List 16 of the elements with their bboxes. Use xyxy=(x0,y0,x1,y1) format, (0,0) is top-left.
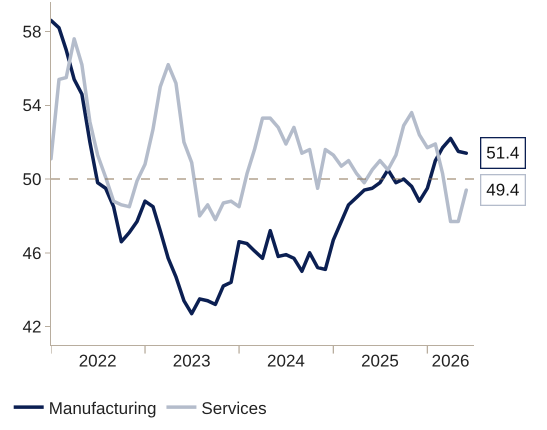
y-tick-label: 54 xyxy=(22,96,42,116)
y-tick-label: 42 xyxy=(22,318,42,337)
annotation: 49.4 xyxy=(486,180,520,200)
x-tick-label: 2022 xyxy=(78,352,117,371)
line-series xyxy=(51,18,468,316)
legend-label: Manufacturing xyxy=(48,398,156,418)
annotation: 51.4 xyxy=(486,143,520,162)
x-tick-label: 2026 xyxy=(432,352,470,371)
y-tick-label: 46 xyxy=(22,244,42,263)
x-tick-label: 2025 xyxy=(361,352,399,371)
x-tick-label: 2024 xyxy=(267,352,305,371)
legend-label: Services xyxy=(201,398,267,418)
line-series xyxy=(51,37,468,224)
y-tick-label: 58 xyxy=(22,22,42,42)
y-tick-label: 50 xyxy=(22,170,42,189)
x-tick-label: 2023 xyxy=(172,352,211,371)
